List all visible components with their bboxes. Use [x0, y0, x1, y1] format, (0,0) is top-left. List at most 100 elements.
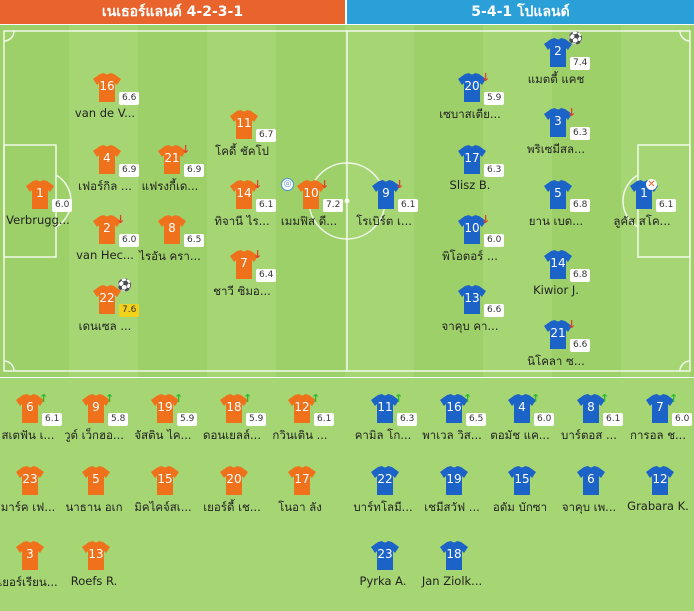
lineup-player[interactable]: 4 6.9 เฟอร์กิล ...	[55, 145, 155, 205]
away-team-title: 5-4-1 โปแลนด์	[471, 4, 570, 20]
bench-player[interactable]: 4 ↑ 6.0 ตอมัช แค...	[470, 393, 570, 454]
bench-player[interactable]: 11 ↑ 6.3 คามิล โก...	[333, 393, 433, 454]
lineup-player[interactable]: 10 ↓ 6.0 พิโอตอร์ ...	[420, 214, 520, 275]
jersey-icon: 4	[93, 145, 121, 175]
sub-in-arrow-icon: ↑	[669, 392, 679, 405]
lineup-player[interactable]: 1 ✕ 6.1 ลูคัส สโค...	[592, 179, 692, 240]
player-number: 8	[168, 221, 176, 235]
player-number: 4	[518, 400, 526, 414]
bench-player[interactable]: 3 เยอร์เรียน...	[0, 541, 78, 601]
lineup-player[interactable]: 10 ↓ ◎ 7.2 เมมฟิส ดี...	[259, 178, 359, 240]
lineup-player[interactable]: 2 ⚽ 7.4 แมตตี้ แคช	[506, 32, 606, 98]
bench-player[interactable]: 15 อดัม บักซา	[470, 466, 570, 526]
player-rating: 6.8	[570, 199, 591, 212]
player-number: 15	[157, 472, 173, 486]
player-rating: 6.4	[256, 269, 277, 282]
player-number: 22	[377, 472, 393, 486]
lineup-player[interactable]: 13 6.6 จาคุบ คา...	[420, 285, 520, 345]
player-name: โรเบิร์ต เ...	[356, 214, 412, 228]
sub-out-arrow-icon: ↓	[116, 213, 126, 226]
lineup-player[interactable]: 8 6.5 ไรอัน ครา...	[120, 215, 220, 275]
jersey-icon: 17	[458, 145, 486, 175]
jersey-icon: 7 ↑	[646, 393, 678, 424]
jersey-icon: 11	[230, 110, 258, 140]
lineup-player[interactable]: 3 ↓ 6.3 พริเซมีสล...	[506, 107, 606, 168]
lineup-player[interactable]: 5 6.8 ยาน เบด...	[506, 180, 606, 240]
lineup-player[interactable]: 11 6.7 โคดี้ ชัคโป	[192, 110, 292, 170]
sub-in-arrow-icon: ↑	[394, 392, 404, 405]
player-number: 10	[464, 221, 480, 235]
player-rating: 6.6	[119, 92, 140, 105]
jersey-icon: 23	[16, 466, 44, 496]
jersey-icon: 1 ✕	[630, 179, 658, 210]
bench-player[interactable]: 19 ↑ 5.9 จัสติน ไค...	[113, 393, 213, 454]
bench-player[interactable]: 12 Grabara K.	[608, 466, 694, 526]
bench-player[interactable]: 15 มิคไคจ์สเ...	[113, 466, 213, 526]
jersey-icon: 14	[544, 250, 572, 280]
player-number: 12	[294, 400, 310, 414]
sub-out-arrow-icon: ↓	[253, 178, 263, 191]
player-number: 21	[550, 326, 566, 340]
bench-player[interactable]: 19 เชมีสวัฟ ...	[402, 466, 502, 526]
player-number: 15	[514, 472, 530, 486]
lineup-player[interactable]: 22 ⚽ 7.6 เดนเซล ...	[55, 279, 155, 345]
player-number: 18	[226, 400, 242, 414]
player-rating: 6.0	[119, 234, 140, 247]
lineup-player[interactable]: 21 ↓ 6.9 แฟรงกี้เด...	[120, 144, 220, 205]
bench-player[interactable]: 17 โนอา ลัง	[250, 466, 350, 526]
bench-player[interactable]: 12 ↑ 6.1 กวินเติน ...	[250, 393, 350, 454]
sub-in-arrow-icon: ↑	[600, 392, 610, 405]
player-rating: 7.6	[119, 304, 140, 317]
lineup-player[interactable]: 14 ↓ 6.1 ทิจานี ไร...	[192, 179, 292, 240]
jersey-icon: 11 ↑	[371, 393, 403, 424]
lineup-player[interactable]: 17 6.3 Slisz B.	[420, 145, 520, 205]
jersey-icon: 12	[646, 466, 674, 496]
lineup-player[interactable]: 20 ↓ 5.9 เซบาสเตีย...	[420, 72, 520, 133]
bench-player[interactable]: 18 Jan Ziolk...	[402, 541, 502, 601]
goal-ball-icon: ⚽	[568, 31, 583, 45]
jersey-icon: 5	[544, 180, 572, 210]
lineup-player[interactable]: 9 ↓ 6.1 โรเบิร์ต เ...	[334, 179, 434, 240]
jersey-icon: 15	[151, 466, 179, 496]
bench-player[interactable]: 13 Roefs R.	[44, 541, 144, 601]
jersey-icon: 3	[16, 541, 44, 571]
jersey-icon: 14 ↓	[230, 179, 262, 210]
bench-player[interactable]: 6 ↑ 6.1 สเตฟัน เ...	[0, 393, 78, 454]
lineup-player[interactable]: 16 6.6 van de V...	[55, 73, 155, 133]
player-rating: 6.5	[184, 234, 205, 247]
player-rating: 6.7	[256, 129, 277, 142]
lineup-player[interactable]: 2 ↓ 6.0 van Hec...	[55, 213, 155, 275]
bench-player[interactable]: 6 จาคุบ เพ...	[539, 466, 639, 526]
bench-player[interactable]: 8 ↑ 6.1 บาร์ตอส ...	[539, 393, 639, 454]
sub-in-arrow-icon: ↑	[174, 392, 184, 405]
bench-player[interactable]: 22 บาร์ทโลมี...	[333, 466, 433, 526]
player-number: 19	[157, 400, 173, 414]
player-rating: 6.9	[184, 164, 205, 177]
bench-player[interactable]: 20 เยอร์ดี้ เช...	[182, 466, 282, 526]
jersey-icon: 6	[577, 466, 605, 496]
jersey-icon: 4 ↑	[508, 393, 540, 424]
player-rating: 6.1	[398, 199, 419, 212]
home-team-title: เนเธอร์แลนด์ 4-2-3-1	[101, 4, 244, 20]
bench-player[interactable]: 7 ↑ 6.0 การอล ช...	[608, 393, 694, 454]
bench-player[interactable]: 18 ↑ 5.9 ดอนเยลล์...	[182, 393, 282, 454]
bench-player[interactable]: 9 ↑ 5.8 วูต์ เว็กฮอ...	[44, 393, 144, 454]
bench-player[interactable]: 23 มาร์ค เฟ...	[0, 466, 78, 526]
jersey-icon: 17	[288, 466, 316, 496]
lineup-player[interactable]: 7 ↓ 6.4 ชาวี ซิมอ...	[192, 249, 292, 310]
player-number: 13	[88, 547, 104, 561]
jersey-icon: 9 ↓	[372, 179, 404, 210]
lineup-player[interactable]: 14 6.8 Kiwior J.	[506, 250, 606, 310]
bench-player[interactable]: 5 นาธาน อเก	[44, 466, 144, 526]
player-rating: 6.1	[256, 199, 277, 212]
bench-player[interactable]: 23 Pyrka A.	[333, 541, 433, 601]
jersey-icon: 21 ↓	[544, 319, 576, 350]
jersey-icon: 19 ↑	[151, 393, 183, 424]
bench-player[interactable]: 16 ↑ 6.5 พาเวล วิส...	[402, 393, 502, 454]
player-name: Roefs R.	[70, 574, 118, 588]
jersey-icon: 8 ↑	[577, 393, 609, 424]
lineup-player[interactable]: 1 6.0 Verbrugg...	[0, 180, 88, 240]
player-rating: 5.8	[108, 413, 129, 426]
jersey-icon: 13	[458, 285, 486, 315]
lineup-player[interactable]: 21 ↓ 6.6 นิโคลา ซ...	[506, 319, 606, 380]
